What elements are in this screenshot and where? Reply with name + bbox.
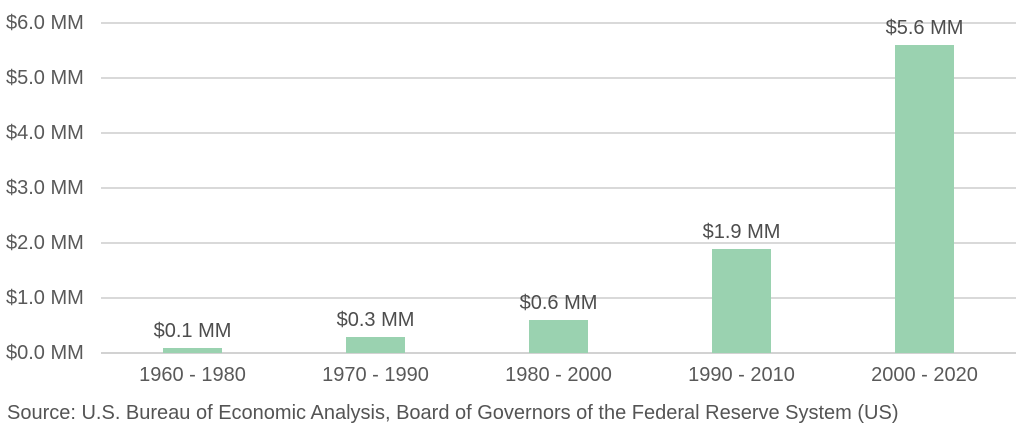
bar [163,347,222,353]
y-axis-tick-label: $1.0 MM [6,287,84,309]
gridline [101,242,1016,244]
bar-value-label: $1.9 MM [702,220,781,243]
x-axis-category-label: 1980 - 2000 [505,364,612,386]
bar-value-label: $0.3 MM [336,308,415,331]
gridline [101,132,1016,134]
bar-value-label: $0.6 MM [519,292,598,314]
y-axis-tick-label: $3.0 MM [6,177,84,199]
y-axis-tick-label: $5.0 MM [6,67,84,89]
y-axis-tick-label: $2.0 MM [6,232,84,254]
y-axis-tick-label: $4.0 MM [6,122,84,144]
bar-value-label: $5.6 MM [885,17,964,39]
x-axis-line [101,352,1016,354]
x-axis-category-label: 2000 - 2020 [871,364,978,386]
x-axis-category-label: 1970 - 1990 [322,364,429,386]
x-axis-category-label: 1990 - 2010 [688,364,795,386]
source-attribution: Source: U.S. Bureau of Economic Analysis… [7,402,899,424]
gridline [101,187,1016,189]
gridline [101,297,1016,299]
bar [529,320,588,353]
y-axis-tick-label: $0.0 MM [6,342,84,364]
y-axis-tick-label: $6.0 MM [6,12,84,34]
x-axis-category-label: 1960 - 1980 [139,364,246,386]
gridline [101,77,1016,79]
bar [895,45,954,353]
bar [346,336,405,353]
gridline [101,22,1016,24]
bar [712,248,771,353]
bar-value-label: $0.1 MM [153,319,232,342]
